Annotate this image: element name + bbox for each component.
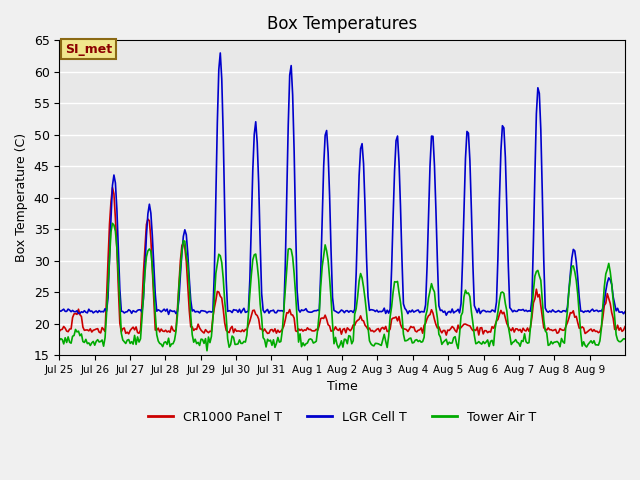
Legend: CR1000 Panel T, LGR Cell T, Tower Air T: CR1000 Panel T, LGR Cell T, Tower Air T	[143, 406, 541, 429]
Title: Box Temperatures: Box Temperatures	[267, 15, 417, 33]
Text: SI_met: SI_met	[65, 43, 112, 56]
Y-axis label: Box Temperature (C): Box Temperature (C)	[15, 133, 28, 262]
X-axis label: Time: Time	[327, 381, 358, 394]
